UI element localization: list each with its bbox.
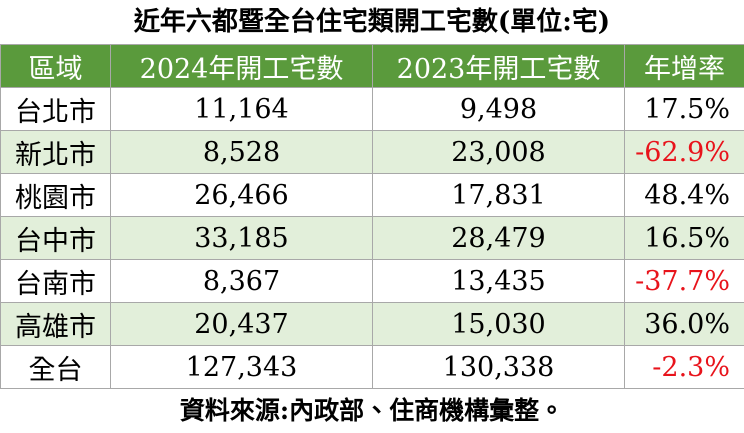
count-cell: 130,338 xyxy=(373,346,625,389)
header-cell: 2024年開工宅數 xyxy=(111,45,373,88)
count-cell: 8,367 xyxy=(111,260,373,303)
region-cell: 新北市 xyxy=(1,131,111,174)
header-cell: 區域 xyxy=(1,45,111,88)
region-cell: 台南市 xyxy=(1,260,111,303)
growth-cell: -2.3% xyxy=(625,346,744,389)
count-cell: 23,008 xyxy=(373,131,625,174)
growth-cell: -62.9% xyxy=(625,131,744,174)
count-cell: 17,831 xyxy=(373,174,625,217)
region-cell: 高雄市 xyxy=(1,303,111,346)
growth-cell: 48.4% xyxy=(625,174,744,217)
growth-cell: 16.5% xyxy=(625,217,744,260)
count-cell: 127,343 xyxy=(111,346,373,389)
count-cell: 13,435 xyxy=(373,260,625,303)
table-title: 近年六都暨全台住宅類開工宅數(單位:宅) xyxy=(0,0,744,44)
region-cell: 桃園市 xyxy=(1,174,111,217)
count-cell: 33,185 xyxy=(111,217,373,260)
count-cell: 26,466 xyxy=(111,174,373,217)
region-cell: 台中市 xyxy=(1,217,111,260)
count-cell: 11,164 xyxy=(111,88,373,131)
count-cell: 8,528 xyxy=(111,131,373,174)
growth-cell: 36.0% xyxy=(625,303,744,346)
count-cell: 9,498 xyxy=(373,88,625,131)
count-cell: 28,479 xyxy=(373,217,625,260)
region-cell: 台北市 xyxy=(1,88,111,131)
count-cell: 15,030 xyxy=(373,303,625,346)
header-cell: 2023年開工宅數 xyxy=(373,45,625,88)
region-cell: 全台 xyxy=(1,346,111,389)
header-cell: 年增率 xyxy=(625,45,744,88)
source-note: 資料來源:內政部、住商機構彙整。 xyxy=(0,389,744,433)
growth-cell: 17.5% xyxy=(625,88,744,131)
count-cell: 20,437 xyxy=(111,303,373,346)
growth-cell: -37.7% xyxy=(625,260,744,303)
